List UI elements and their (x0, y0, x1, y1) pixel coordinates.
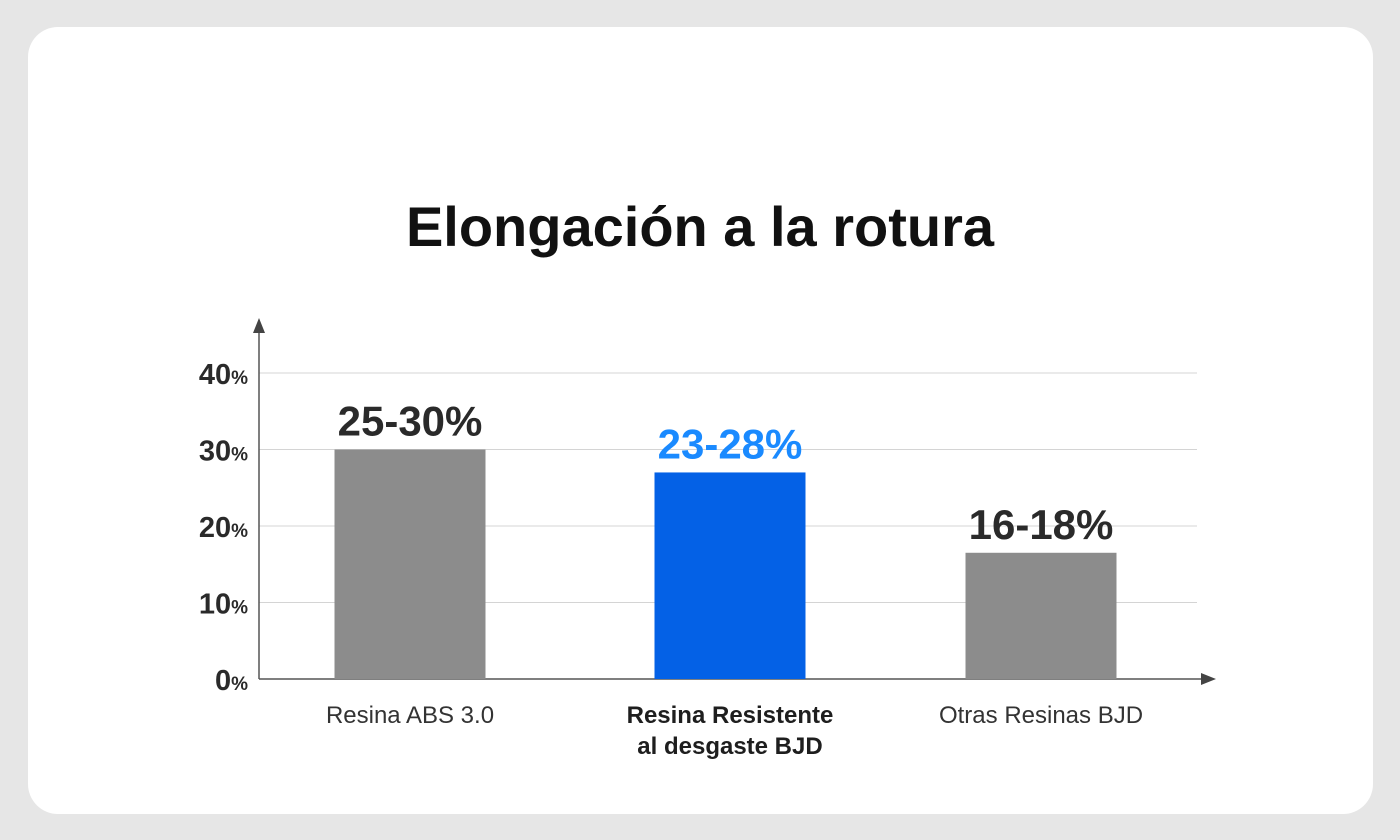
y-tick-label: 10% (199, 589, 248, 621)
bars (334, 449, 1117, 679)
bar-value-label: 25-30% (338, 398, 483, 445)
category-labels: Resina ABS 3.0 Resina Resistente al desgas… (326, 702, 1143, 760)
bar (654, 472, 806, 679)
y-tick-label: 0% (215, 665, 248, 697)
y-axis: 0%10%20%30%40% (199, 318, 265, 697)
y-tick-label: 40% (199, 359, 248, 391)
y-tick-unit: % (231, 521, 248, 542)
y-tick-number: 20 (199, 512, 231, 544)
y-tick-unit: % (231, 368, 248, 389)
bar (965, 552, 1117, 679)
y-tick-number: 30 (199, 436, 231, 468)
y-axis-arrow-icon (253, 318, 265, 333)
y-tick-number: 10 (199, 589, 231, 621)
y-tick-label: 20% (199, 512, 248, 544)
y-tick-unit: % (231, 598, 248, 619)
value-labels: 25-30% 23-28% 16-18% (338, 398, 1114, 548)
bar (334, 449, 486, 679)
y-tick-unit: % (231, 674, 248, 695)
category-label: al desgaste BJD (637, 733, 822, 760)
y-tick-label: 30% (199, 436, 248, 468)
y-tick-unit: % (231, 445, 248, 466)
category-label: Otras Resinas BJD (939, 702, 1143, 729)
chart-title: Elongación a la rotura (406, 195, 995, 258)
chart-card (28, 27, 1373, 814)
bar-value-label: 16-18% (969, 501, 1114, 548)
bar-value-label: 23-28% (658, 420, 803, 467)
category-label: Resina ABS 3.0 (326, 702, 494, 729)
category-label: Resina Resistente (627, 702, 834, 729)
x-axis-arrow-icon (1201, 673, 1216, 685)
y-tick-number: 40 (199, 359, 231, 391)
y-tick-number: 0 (215, 665, 231, 697)
